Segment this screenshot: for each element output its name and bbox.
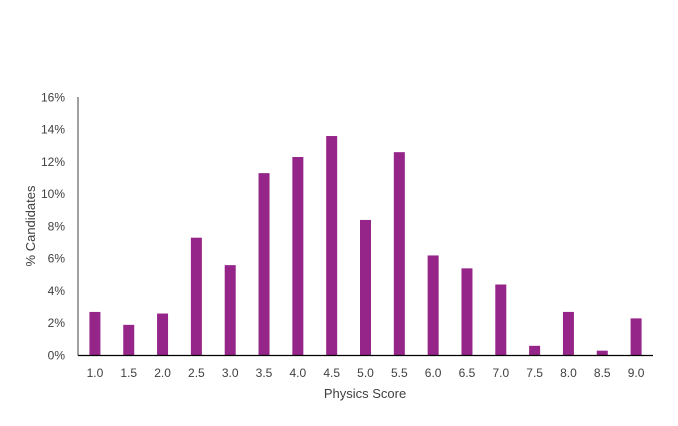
bar-6.0 — [427, 255, 439, 356]
x-tick-label: 6.5 — [459, 366, 476, 380]
bar-1.5 — [123, 324, 135, 356]
x-tick-label: 8.5 — [594, 366, 611, 380]
y-tick-label: 8% — [48, 219, 66, 233]
x-tick-label: 7.0 — [492, 366, 509, 380]
y-axis-title: % Candidates — [23, 185, 38, 266]
x-tick-labels: 1.0 1.5 2.0 2.5 3.0 3.5 4.0 4.5 5.0 5.5 6.0 6.5 7.0 7… — [87, 366, 645, 380]
x-tick-label: 3.5 — [256, 366, 273, 380]
x-tick-label: 1.5 — [120, 366, 137, 380]
x-tick-label: 4.0 — [290, 366, 307, 380]
y-tick-label: 0% — [48, 349, 66, 363]
y-tick-label: 16% — [41, 90, 65, 104]
bar-9.0 — [630, 318, 642, 356]
bar-3.5 — [258, 173, 270, 356]
y-tick-label: 2% — [48, 316, 66, 330]
y-tick-label: 14% — [41, 123, 65, 137]
bar-1.0 — [89, 311, 101, 356]
x-tick-label: 7.5 — [526, 366, 543, 380]
bar-5.0 — [360, 219, 371, 356]
bar-6.5 — [461, 268, 473, 356]
bar-7.5 — [529, 345, 541, 356]
x-tick-label: 6.0 — [425, 366, 442, 380]
y-tick-labels: 0% 2% 4% 6% 8% 10% 12% 14% 16% — [41, 90, 65, 362]
y-tick-label: 4% — [48, 284, 66, 298]
y-tick-label: 10% — [41, 187, 65, 201]
x-tick-label: 1.0 — [87, 366, 104, 380]
bar-3.0 — [224, 265, 236, 356]
bar-8.0 — [562, 311, 574, 356]
bar-5.5 — [393, 152, 405, 356]
x-tick-label: 2.5 — [188, 366, 205, 380]
bar-4.0 — [292, 157, 304, 356]
bar-2.0 — [157, 313, 169, 356]
y-tick-label: 6% — [48, 252, 66, 266]
x-tick-label: 9.0 — [628, 366, 645, 380]
bars — [89, 136, 642, 356]
x-tick-label: 5.0 — [357, 366, 374, 380]
bar-7.0 — [495, 284, 507, 356]
x-tick-label: 3.0 — [222, 366, 239, 380]
x-tick-label: 2.0 — [154, 366, 171, 380]
bar-2.5 — [190, 237, 202, 356]
bar-8.5 — [596, 350, 608, 356]
y-tick-label: 12% — [41, 155, 65, 169]
x-tick-label: 4.5 — [323, 366, 340, 380]
bar-4.5 — [326, 136, 338, 356]
x-tick-label: 8.0 — [560, 366, 577, 380]
x-tick-label: 5.5 — [391, 366, 408, 380]
x-axis-title: Physics Score — [324, 386, 406, 401]
